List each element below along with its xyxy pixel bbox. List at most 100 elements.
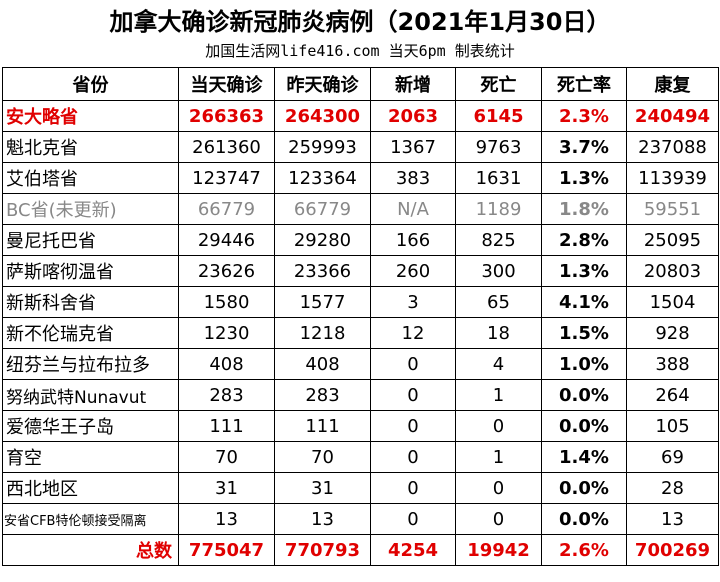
total-cell: 4254 — [370, 534, 456, 566]
table-row: 新不伦瑞克省 1230 1218 12 18 1.5% 928 — [2, 317, 719, 349]
column-header: 当天确诊 — [178, 67, 275, 101]
table-cell: 新斯科舍省 — [2, 286, 179, 318]
table-cell: 3.7% — [541, 131, 627, 163]
table-cell: 4 — [455, 348, 542, 380]
column-header: 死亡 — [455, 67, 542, 101]
table-cell: 65 — [455, 286, 542, 318]
table-cell: 31 — [178, 472, 275, 504]
table-cell: 0.0% — [541, 379, 627, 411]
table-cell: 111 — [274, 410, 371, 442]
table-cell: 23626 — [178, 255, 275, 287]
table-row: BC省(未更新) 66779 66779 N/A 1189 1.8% 59551 — [2, 193, 719, 225]
table-cell: 13 — [274, 503, 371, 535]
table-cell: 1218 — [274, 317, 371, 349]
table-cell: 29280 — [274, 224, 371, 256]
table-cell: 123364 — [274, 162, 371, 194]
table-cell: 240494 — [626, 100, 719, 132]
table-cell: 育空 — [2, 441, 179, 473]
table-row: 萨斯喀彻温省 23626 23366 260 300 1.3% 20803 — [2, 255, 719, 287]
table-cell: 0 — [455, 410, 542, 442]
table-row: 艾伯塔省 123747 123364 383 1631 1.3% 113939 — [2, 162, 719, 194]
table-cell: 20803 — [626, 255, 719, 287]
table-cell: 纽芬兰与拉布拉多 — [2, 348, 179, 380]
table-row: 安省CFB特伦顿接受隔离 13 13 0 0 0.0% 13 — [2, 503, 719, 535]
table-row: 爱德华王子岛 111 111 0 0 0.0% 105 — [2, 410, 719, 442]
table-cell: 166 — [370, 224, 456, 256]
table-cell: 264300 — [274, 100, 371, 132]
table-cell: 2.3% — [541, 100, 627, 132]
total-cell: 770793 — [274, 534, 371, 566]
table-cell: 13 — [178, 503, 275, 535]
table-cell: 0 — [370, 441, 456, 473]
table-row: 纽芬兰与拉布拉多 408 408 0 4 1.0% 388 — [2, 348, 719, 380]
table-cell: 1577 — [274, 286, 371, 318]
table-cell: 18 — [455, 317, 542, 349]
table-cell: 1631 — [455, 162, 542, 194]
table-cell: 29446 — [178, 224, 275, 256]
table-cell: 0 — [455, 472, 542, 504]
table-cell: 1 — [455, 379, 542, 411]
column-header: 死亡率 — [541, 67, 627, 101]
table-cell: 2.8% — [541, 224, 627, 256]
table-cell: 113939 — [626, 162, 719, 194]
table-cell: 安省CFB特伦顿接受隔离 — [2, 503, 179, 535]
table-cell: 237088 — [626, 131, 719, 163]
table-cell: 408 — [178, 348, 275, 380]
table-cell: 1.3% — [541, 162, 627, 194]
table-cell: 爱德华王子岛 — [2, 410, 179, 442]
table-cell: 264 — [626, 379, 719, 411]
table-cell: 1367 — [370, 131, 456, 163]
table-cell: 1.8% — [541, 193, 627, 225]
table-cell: 萨斯喀彻温省 — [2, 255, 179, 287]
table-cell: 31 — [274, 472, 371, 504]
table-cell: 408 — [274, 348, 371, 380]
table-cell: 12 — [370, 317, 456, 349]
table-cell: BC省(未更新) — [2, 193, 179, 225]
table-cell: 0 — [370, 503, 456, 535]
table-cell: 魁北克省 — [2, 131, 179, 163]
table-row: 努纳武特Nunavut 283 283 0 1 0.0% 264 — [2, 379, 719, 411]
table-cell: 66779 — [178, 193, 275, 225]
table-cell: 0 — [370, 348, 456, 380]
table-cell: 1.0% — [541, 348, 627, 380]
table-cell: 1504 — [626, 286, 719, 318]
table-cell: 3 — [370, 286, 456, 318]
table-cell: 928 — [626, 317, 719, 349]
table-cell: 6145 — [455, 100, 542, 132]
table-cell: 105 — [626, 410, 719, 442]
table-cell: 1.3% — [541, 255, 627, 287]
table-cell: 9763 — [455, 131, 542, 163]
table-cell: 0 — [370, 472, 456, 504]
table-cell: 70 — [274, 441, 371, 473]
table-cell: 28 — [626, 472, 719, 504]
table-cell: 0.0% — [541, 472, 627, 504]
table-cell: 13 — [626, 503, 719, 535]
table-cell: 260 — [370, 255, 456, 287]
total-cell: 总数 — [2, 534, 179, 566]
table-cell: 0 — [370, 379, 456, 411]
table-cell: 23366 — [274, 255, 371, 287]
table-cell: 艾伯塔省 — [2, 162, 179, 194]
table-cell: 0.0% — [541, 503, 627, 535]
table-cell: 努纳武特Nunavut — [2, 379, 179, 411]
table-row: 西北地区 31 31 0 0 0.0% 28 — [2, 472, 719, 504]
table-cell: 西北地区 — [2, 472, 179, 504]
table-cell: 0 — [455, 503, 542, 535]
total-cell: 2.6% — [541, 534, 627, 566]
table-cell: 安大略省 — [2, 100, 179, 132]
title: 加拿大确诊新冠肺炎病例（2021年1月30日） — [109, 8, 611, 36]
table-cell: 388 — [626, 348, 719, 380]
column-header: 省份 — [2, 67, 179, 101]
total-cell: 775047 — [178, 534, 275, 566]
table-row: 魁北克省 261360 259993 1367 9763 3.7% 237088 — [2, 131, 719, 163]
header-row: 省份 当天确诊 昨天确诊 新增 死亡 死亡率 康复 — [2, 67, 719, 101]
table-cell: 383 — [370, 162, 456, 194]
total-cell: 19942 — [455, 534, 542, 566]
table-cell: 825 — [455, 224, 542, 256]
table-cell: 曼尼托巴省 — [2, 224, 179, 256]
table-cell: 1189 — [455, 193, 542, 225]
table-cell: 2063 — [370, 100, 456, 132]
column-header: 康复 — [626, 67, 719, 101]
table-cell: 59551 — [626, 193, 719, 225]
